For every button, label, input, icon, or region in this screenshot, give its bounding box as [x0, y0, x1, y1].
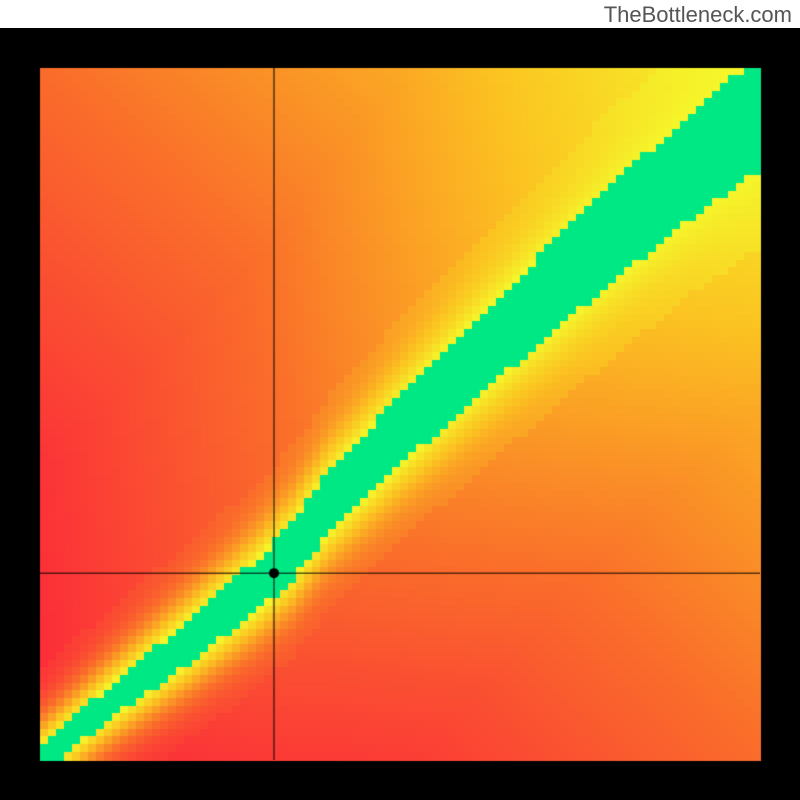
bottleneck-heatmap — [0, 28, 800, 800]
chart-container: TheBottleneck.com — [0, 0, 800, 800]
watermark-label: TheBottleneck.com — [604, 2, 792, 28]
